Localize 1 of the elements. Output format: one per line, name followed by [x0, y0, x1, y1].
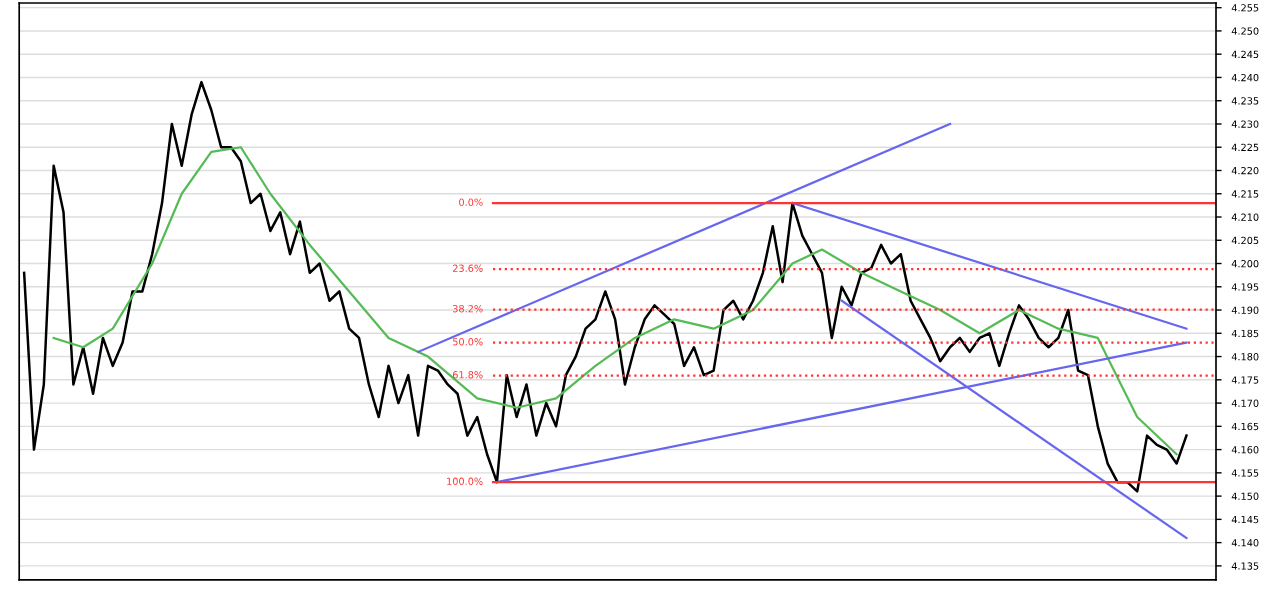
- line-series: [52, 146, 1178, 456]
